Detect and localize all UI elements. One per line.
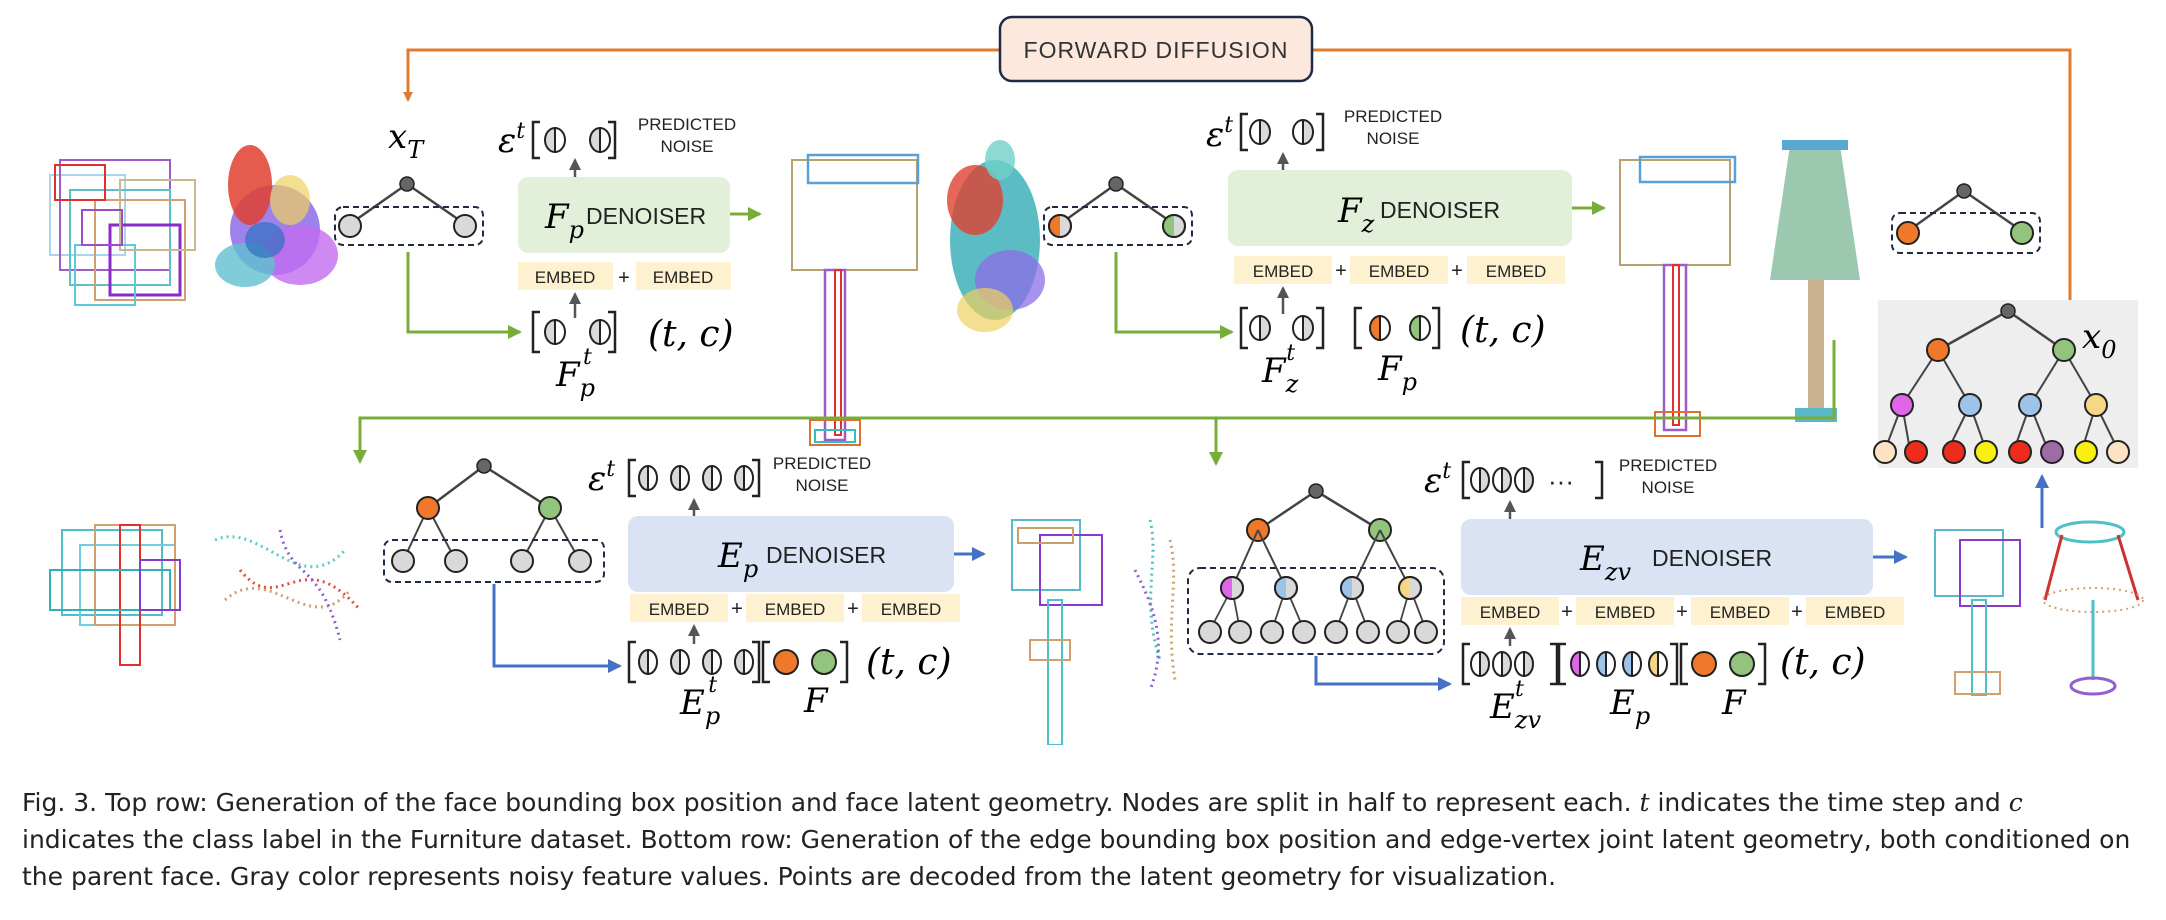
svg-text:+: +: [1676, 601, 1688, 623]
svg-text:EMBED: EMBED: [649, 600, 709, 619]
svg-text:F: F: [1721, 683, 1747, 723]
svg-text:EMBED: EMBED: [1480, 603, 1540, 622]
svg-text:(t, c): (t, c): [866, 642, 952, 683]
noisy-edge-points-render: [214, 529, 362, 641]
svg-text:EMBED: EMBED: [1595, 603, 1655, 622]
svg-text:(t, c): (t, c): [1780, 642, 1866, 683]
svg-text:+: +: [1791, 601, 1803, 623]
fp-denoiser-label: DENOISER: [586, 203, 706, 229]
svg-text:PREDICTED: PREDICTED: [1344, 107, 1442, 126]
svg-text:+: +: [1561, 601, 1573, 623]
ezv-denoiser-box: [1461, 519, 1873, 595]
svg-text:εt: εt: [1424, 459, 1451, 501]
svg-text:Ep: Ep: [717, 536, 758, 583]
figure-caption: Fig. 3. Top row: Generation of the face …: [22, 788, 2131, 891]
svg-text:εt: εt: [588, 457, 615, 499]
svg-text:NOISE: NOISE: [1367, 129, 1420, 148]
svg-text:Ept: Ept: [679, 673, 720, 730]
svg-text:+: +: [1335, 260, 1347, 282]
xT-tree: xT: [334, 117, 484, 246]
face-points-render: [947, 140, 1045, 332]
svg-text:+: +: [1451, 260, 1463, 282]
fp-output-tree: [1043, 176, 1193, 246]
svg-text:EMBED: EMBED: [1369, 262, 1429, 281]
face-boxes-render-1: [791, 153, 920, 446]
svg-text:(t, c): (t, c): [1460, 310, 1546, 351]
fp-denoiser-group: εt PREDICTED NOISE Fp DENOISER EMBED + E…: [498, 115, 762, 402]
svg-text:EMBED: EMBED: [765, 600, 825, 619]
svg-text:NOISE: NOISE: [796, 476, 849, 495]
svg-text:εt: εt: [498, 119, 525, 161]
svg-text:PREDICTED: PREDICTED: [1619, 456, 1717, 475]
svg-text:Fpt: Fpt: [555, 345, 595, 402]
ep-denoiser-label: DENOISER: [766, 542, 886, 568]
svg-text:Ezvt: Ezvt: [1489, 677, 1541, 734]
fz-denoiser-box: [1228, 170, 1572, 246]
generated-table-edges-render: [2042, 520, 2144, 696]
svg-text:εt: εt: [1206, 113, 1233, 155]
svg-text:Ezv: Ezv: [1579, 539, 1631, 586]
svg-text:x0: x0: [2082, 317, 2116, 364]
svg-text:Fzt: Fzt: [1261, 341, 1299, 398]
svg-text:EMBED: EMBED: [1710, 603, 1770, 622]
svg-text:EMBED: EMBED: [1486, 262, 1546, 281]
svg-text:EMBED: EMBED: [1253, 262, 1313, 281]
svg-text:EMBED: EMBED: [1825, 603, 1885, 622]
fz-denoiser-group: εt PREDICTED NOISE Fz DENOISER EMBED + E…: [1206, 107, 1606, 398]
svg-text:EMBED: EMBED: [881, 600, 941, 619]
fz-denoiser-label: DENOISER: [1380, 197, 1500, 223]
generated-table-render: [1770, 140, 1860, 422]
ezv-input-tree: [1187, 483, 1445, 655]
method-figure: FORWARD DIFFUSION: [49, 15, 2144, 745]
ep-input-tree: [383, 458, 605, 583]
svg-text:EMBED: EMBED: [653, 268, 713, 287]
fp-cond-tc: (t, c): [648, 314, 734, 355]
svg-text:F: F: [803, 681, 829, 721]
edge-points-render: [1133, 519, 1177, 691]
forward-diffusion-label: FORWARD DIFFUSION: [1024, 37, 1289, 63]
svg-text:+: +: [731, 598, 743, 620]
svg-text:+: +: [618, 267, 630, 289]
svg-text:Ep: Ep: [1609, 683, 1650, 730]
svg-text:Fp: Fp: [1377, 349, 1417, 396]
fp-noise-label: NOISE: [661, 137, 714, 156]
svg-text:NOISE: NOISE: [1642, 478, 1695, 497]
svg-text:···: ···: [1548, 466, 1574, 496]
svg-text:EMBED: EMBED: [535, 268, 595, 287]
svg-text:PREDICTED: PREDICTED: [773, 454, 871, 473]
svg-text:xT: xT: [388, 117, 425, 164]
svg-text:+: +: [847, 598, 859, 620]
face-boxes-render-2: [1619, 155, 1737, 437]
fp-denoiser-box: [518, 177, 730, 253]
ezv-denoiser-label: DENOISER: [1652, 545, 1772, 571]
noisy-face-boxes-render: [49, 159, 196, 306]
ep-denoiser-box: [628, 516, 954, 592]
noisy-edge-boxes-render: [49, 524, 181, 666]
noisy-face-points-render: [215, 145, 338, 287]
face-final-tree: [1891, 183, 2041, 254]
svg-text:Fp: Fp: [544, 197, 584, 244]
ep-denoiser-group: εt PREDICTED NOISE Ep DENOISER EMBED + E…: [588, 454, 986, 730]
fp-predicted-label: PREDICTED: [638, 115, 736, 134]
ezv-denoiser-group: εt ··· PREDICTED NOISE Ezv DENOISER EMBE…: [1424, 456, 1908, 734]
x0-tree-panel: x0: [1873, 300, 2138, 468]
edge-boxes-render-2: [1934, 529, 2021, 696]
forward-diffusion: FORWARD DIFFUSION: [403, 15, 2072, 322]
edge-boxes-render-1: [1011, 519, 1103, 745]
svg-text:Fz: Fz: [1337, 191, 1375, 238]
